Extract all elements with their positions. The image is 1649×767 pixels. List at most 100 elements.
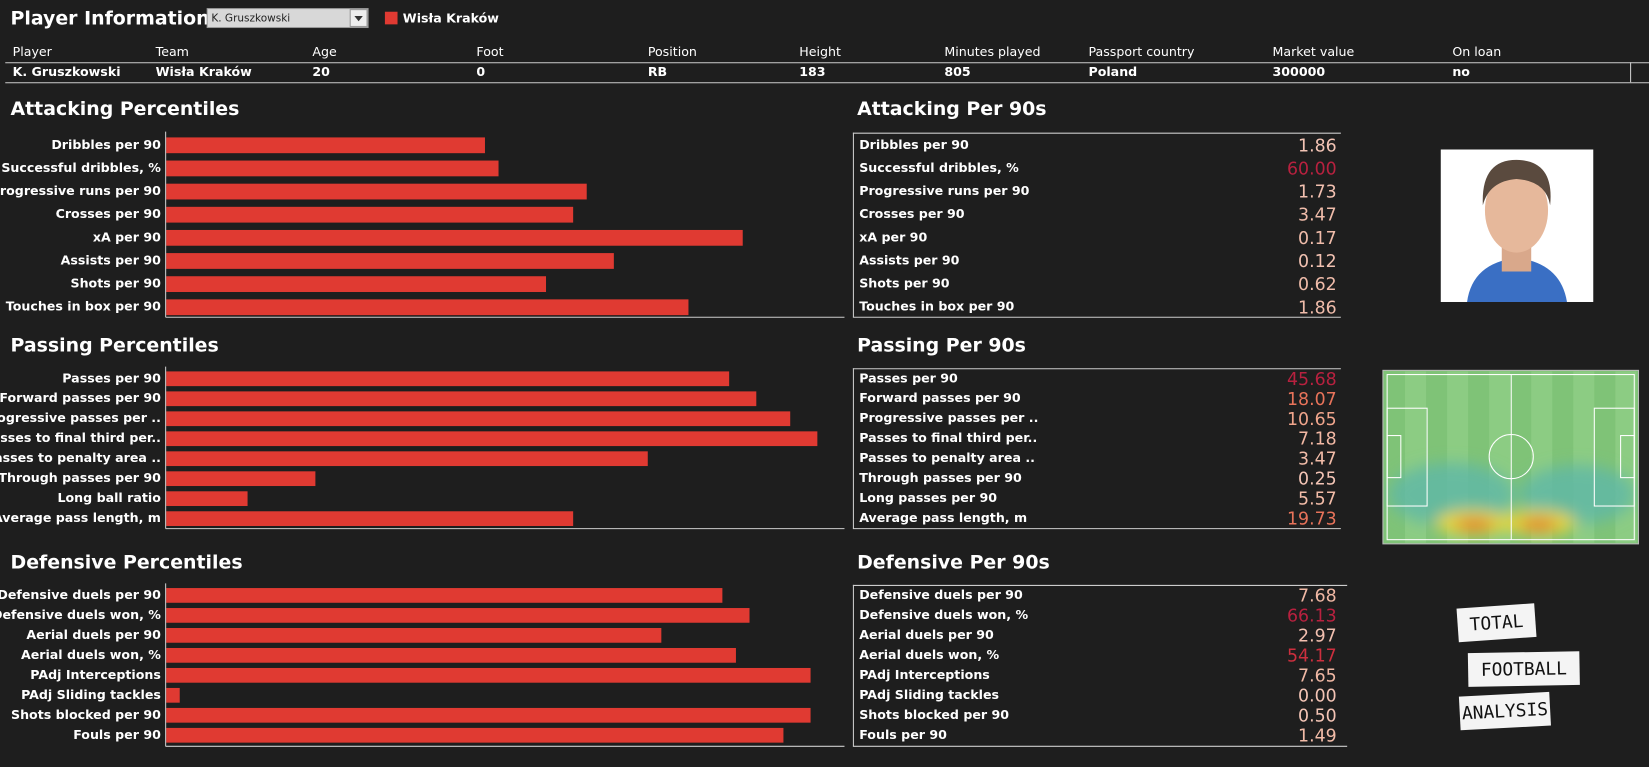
heatmap xyxy=(1382,369,1640,545)
logo-piece: ANALYSIS xyxy=(1458,691,1551,731)
stat-label: Aerial duels per 90 xyxy=(859,627,994,642)
category-label: Shots blocked per 90 xyxy=(11,707,161,722)
bar xyxy=(166,647,736,663)
bar xyxy=(166,667,811,683)
bar xyxy=(166,276,547,293)
category-label: Touches in box per 90 xyxy=(6,299,161,314)
column-header: Passport country xyxy=(1088,44,1195,59)
bar xyxy=(166,431,818,447)
stat-value: 1.86 xyxy=(1298,136,1337,156)
column-header: Market value xyxy=(1273,44,1355,59)
column-header: Team xyxy=(155,44,189,59)
bar xyxy=(166,707,811,723)
stat-value: 1.49 xyxy=(1298,726,1337,746)
stat-label: Aerial duels won, % xyxy=(859,647,999,662)
category-label: Average pass length, m xyxy=(0,510,161,525)
player-photo xyxy=(1440,149,1594,302)
stat-value: 45.68 xyxy=(1287,370,1337,390)
stat-label: Assists per 90 xyxy=(859,252,959,267)
category-label: Shots per 90 xyxy=(71,276,162,291)
bar xyxy=(166,628,662,643)
chart-title: Passing Percentiles xyxy=(11,335,219,357)
stat-value: 18.07 xyxy=(1287,390,1337,410)
bar xyxy=(166,511,574,526)
stat-value: 10.65 xyxy=(1287,410,1337,430)
table-cell: RB xyxy=(648,64,667,79)
page-title: Player Information xyxy=(11,8,210,30)
photo-shirt xyxy=(1467,257,1567,302)
stat-label: PAdj Sliding tackles xyxy=(859,687,999,702)
bar xyxy=(166,687,180,703)
column-header: Age xyxy=(312,44,337,59)
stat-value: 0.25 xyxy=(1298,470,1337,490)
stat-label: Forward passes per 90 xyxy=(859,390,1021,405)
table-cell: Poland xyxy=(1088,64,1137,79)
photo-hair xyxy=(1482,159,1551,206)
stat-label: Progressive runs per 90 xyxy=(859,183,1029,198)
stat-value: 7.68 xyxy=(1298,586,1337,606)
stat-label: Fouls per 90 xyxy=(859,727,947,742)
stat-label: Passes to penalty area .. xyxy=(859,450,1035,465)
legend-label: Wisła Kraków xyxy=(403,11,500,26)
player-dropdown[interactable]: K. Gruszkowski xyxy=(206,8,369,29)
chart-title: Defensive Percentiles xyxy=(11,551,243,573)
category-label: Progressive passes per .. xyxy=(0,410,161,425)
table-cell: 300000 xyxy=(1273,64,1326,79)
logo-text: FOOTBALL xyxy=(1481,658,1567,680)
legend-swatch xyxy=(384,11,398,25)
table-title: Attacking Per 90s xyxy=(857,98,1046,120)
category-label: Aerial duels per 90 xyxy=(26,627,161,642)
stat-label: Shots per 90 xyxy=(859,276,950,291)
category-label: Passes to penalty area .. xyxy=(0,450,161,465)
category-label: Assists per 90 xyxy=(61,252,161,267)
category-label: Defensive duels won, % xyxy=(0,607,161,622)
logo-text: TOTAL xyxy=(1469,611,1524,636)
table-cell: 805 xyxy=(944,64,970,79)
stat-value: 66.13 xyxy=(1287,606,1337,626)
bar xyxy=(166,471,316,487)
bar xyxy=(166,137,485,154)
logo-piece: TOTAL xyxy=(1456,603,1537,643)
logo-box xyxy=(1458,691,1551,731)
bar xyxy=(166,229,743,246)
category-label: Crosses per 90 xyxy=(56,206,162,221)
column-header: Player xyxy=(13,44,53,59)
dropdown-arrow xyxy=(354,15,363,22)
bar xyxy=(166,391,757,407)
stat-label: Through passes per 90 xyxy=(859,470,1022,485)
stat-label: Average pass length, m xyxy=(859,510,1027,525)
table-cell: K. Gruszkowski xyxy=(13,64,121,79)
stat-label: Dribbles per 90 xyxy=(859,137,969,152)
table-title: Defensive Per 90s xyxy=(857,551,1050,573)
dropdown-value[interactable]: K. Gruszkowski xyxy=(211,13,290,25)
dropdown-box[interactable] xyxy=(206,8,369,29)
column-header: Position xyxy=(648,44,697,59)
chart-title: Attacking Percentiles xyxy=(11,98,240,120)
bar xyxy=(166,411,791,427)
stat-label: Successful dribbles, % xyxy=(859,160,1019,175)
stat-value: 7.18 xyxy=(1298,430,1337,450)
logo-text: ANALYSIS xyxy=(1461,699,1548,724)
bar xyxy=(166,608,750,623)
table-cell: 20 xyxy=(312,64,330,79)
category-label: Forward passes per 90 xyxy=(0,390,161,405)
category-label: xA per 90 xyxy=(93,229,161,244)
stat-value: 0.17 xyxy=(1298,229,1337,249)
stat-label: Crosses per 90 xyxy=(859,206,965,221)
stat-value: 0.00 xyxy=(1298,686,1337,706)
category-label: PAdj Interceptions xyxy=(30,667,161,682)
bar xyxy=(166,371,730,387)
table-cell: 0 xyxy=(476,64,485,79)
stat-label: Touches in box per 90 xyxy=(859,299,1014,314)
stat-value: 0.62 xyxy=(1298,275,1337,295)
category-label: Long ball ratio xyxy=(57,490,161,505)
category-label: Successful dribbles, % xyxy=(1,160,161,175)
stat-label: Defensive duels won, % xyxy=(859,607,1028,622)
stat-label: Passes to final third per.. xyxy=(859,430,1037,445)
column-header: Foot xyxy=(476,44,503,59)
stat-value: 60.00 xyxy=(1287,159,1337,179)
table-cell: Wisła Kraków xyxy=(156,64,253,79)
stat-label: Shots blocked per 90 xyxy=(859,707,1009,722)
